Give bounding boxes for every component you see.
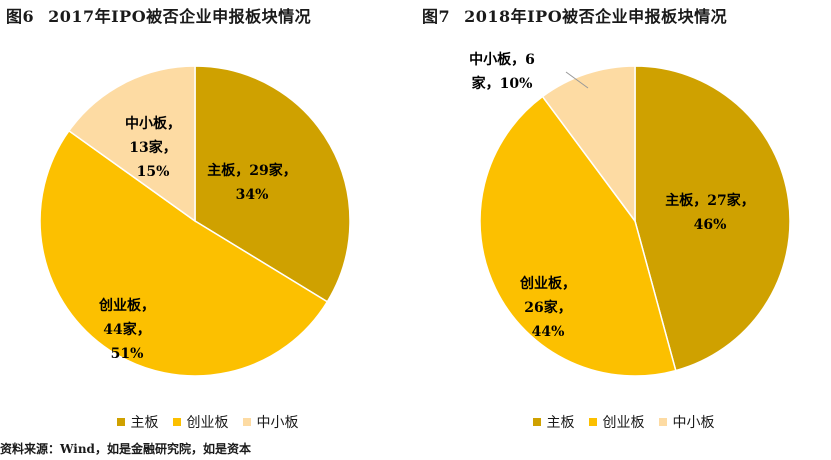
legend-label: 创业板 [186, 415, 229, 431]
pie-slice-sme-board [541, 65, 636, 224]
figure-number: 图6 [6, 7, 35, 26]
legend-swatch [116, 418, 125, 426]
legend-label: 中小板 [672, 415, 715, 431]
legend-swatch [532, 418, 541, 426]
legend-swatch [172, 418, 181, 426]
pie-slice-sme-board [67, 65, 196, 223]
legend-item-main-board: 主板 [532, 412, 575, 432]
figure-title: 2018年IPO被否企业申报板块情况 [464, 7, 728, 26]
legend-item-sme-board: 中小板 [242, 412, 299, 432]
legend-item-sme-board: 中小板 [658, 412, 715, 432]
leader-line [565, 71, 589, 89]
legend: 主板 创业板 中小板 [416, 412, 831, 432]
data-label-main-board: 主板，29家， 34% [207, 162, 296, 203]
legend-swatch [242, 418, 251, 426]
data-label-main-board: 主板，27家， 46% [665, 192, 754, 233]
data-label-chinext: 创业板， 26家， 44% [519, 275, 576, 340]
chart-panel-2018: 图7 2018年IPO被否企业申报板块情况 主板，27家， 46% 创业板， 26家， 4… [416, 0, 831, 440]
legend: 主板 创业板 中小板 [0, 412, 415, 432]
pie-slice-main-board [634, 65, 791, 372]
chart-panel-2017: 图6 2017年IPO被否企业申报板块情况 主板，29家， 34% 创业板， 44家， 5… [0, 0, 415, 440]
legend-item-chinext: 创业板 [172, 412, 229, 432]
figure-title: 2017年IPO被否企业申报板块情况 [48, 7, 312, 26]
legend-swatch [588, 418, 597, 426]
legend-item-main-board: 主板 [116, 412, 159, 432]
data-label-sme-board: 中小板，6 家，10% [469, 51, 535, 92]
legend-swatch [658, 418, 667, 426]
chart-title: 图7 2018年IPO被否企业申报板块情况 [422, 3, 727, 27]
data-label-sme-board: 中小板， 13家， 15% [125, 115, 181, 180]
source-note: 资料来源：Wind，如是金融研究院，如是资本 [0, 442, 251, 456]
pie-slice-main-board [194, 65, 351, 303]
chart-title: 图6 2017年IPO被否企业申报板块情况 [6, 3, 311, 27]
legend-label: 主板 [130, 415, 159, 431]
pie-slice-chinext [39, 129, 329, 377]
pie-chart-2018: 主板，27家， 46% 创业板， 26家， 44% 中小板，6 家，10% [469, 51, 791, 377]
legend-item-chinext: 创业板 [588, 412, 645, 432]
legend-label: 中小板 [256, 415, 299, 431]
legend-label: 创业板 [602, 415, 645, 431]
data-label-chinext: 创业板， 44家， 51% [98, 297, 155, 362]
figure-number: 图7 [422, 7, 451, 26]
legend-label: 主板 [546, 415, 575, 431]
pie-slice-chinext [479, 95, 677, 377]
pie-chart-2017: 主板，29家， 34% 创业板， 44家， 51% 中小板， 13家， 15% [39, 65, 351, 377]
